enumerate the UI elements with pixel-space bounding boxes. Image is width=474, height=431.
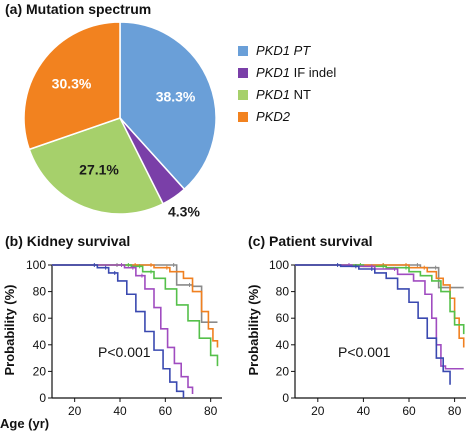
y-tick-label: 20: [33, 364, 47, 378]
y-tick-label: 0: [282, 391, 289, 405]
x-tick-label: 60: [402, 404, 416, 418]
survival-curve: [295, 264, 451, 385]
patient-survival-title: (c) Patient survival: [248, 233, 373, 249]
y-tick-label: 40: [276, 338, 290, 352]
pie-chart: 38.3% 4.3% 27.1% 30.3%: [23, 21, 217, 219]
pie-slice: [23, 21, 121, 151]
y-tick-label: 0: [39, 391, 46, 405]
kidney-pvalue: P<0.001: [98, 344, 151, 360]
y-axis-label-c: Probability (%): [246, 284, 261, 375]
pie-title: (a) Mutation spectrum: [5, 1, 151, 17]
y-tick-label: 60: [276, 311, 290, 325]
y-tick-label: 80: [33, 285, 47, 299]
x-tick-label: 80: [448, 404, 462, 418]
kidney-survival-plot: 0 20 40 60 80 100 20 40 60 80: [26, 258, 222, 418]
pie-legend: PKD1 PT PKD1 IF indel PKD1 NT PKD2: [238, 43, 336, 124]
patient-pvalue: P<0.001: [338, 344, 391, 360]
pie-slice-label: 38.3%: [156, 89, 196, 105]
x-axis-label: Age (yr): [0, 416, 49, 431]
patient-survival-plot: 0 20 40 60 80 100 20 40 60 80: [269, 258, 466, 418]
x-tick-label: 60: [159, 404, 173, 418]
survival-curve: [295, 264, 464, 370]
x-tick-label: 80: [204, 404, 218, 418]
pie-slice-label: 27.1%: [79, 162, 119, 178]
y-tick-label: 80: [276, 285, 290, 299]
legend-swatch: [238, 46, 248, 56]
survival-curve: [52, 264, 194, 395]
y-tick-label: 20: [276, 364, 290, 378]
survival-curve: [52, 264, 219, 348]
x-tick-label: 20: [311, 404, 325, 418]
legend-label: PKD1 IF indel: [256, 65, 336, 80]
survival-curve: [295, 264, 465, 335]
y-axis-label-b: Probability (%): [2, 284, 17, 375]
y-tick-label: 100: [26, 258, 46, 272]
pie-slice: [28, 117, 165, 215]
legend-label: PKD2: [256, 109, 291, 124]
legend-swatch: [238, 90, 248, 100]
x-tick-label: 40: [113, 404, 127, 418]
legend-swatch: [238, 68, 248, 78]
y-tick-label: 40: [33, 338, 47, 352]
pie-slice: [119, 21, 217, 191]
survival-curve: [52, 264, 185, 398]
legend-swatch: [238, 112, 248, 122]
x-tick-label: 40: [357, 404, 371, 418]
y-tick-label: 100: [269, 258, 289, 272]
pie-slice-label: 30.3%: [52, 75, 92, 91]
y-tick-label: 60: [33, 311, 47, 325]
legend-label: PKD1 PT: [256, 43, 311, 58]
x-tick-label: 20: [68, 404, 82, 418]
pie-slice-label: 4.3%: [168, 203, 200, 219]
legend-label: PKD1 NT: [256, 87, 311, 102]
kidney-survival-title: (b) Kidney survival: [5, 233, 130, 249]
survival-curve: [52, 264, 219, 367]
